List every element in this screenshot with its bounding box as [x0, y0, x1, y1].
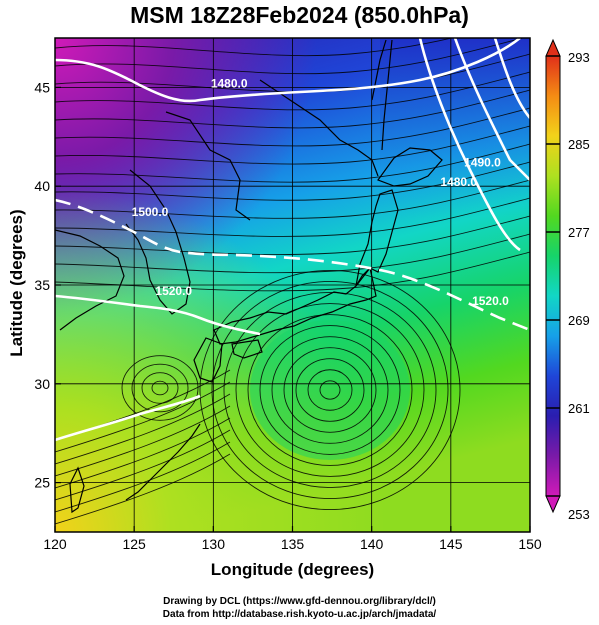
y-tick-label: 25	[34, 475, 50, 491]
streamline	[55, 429, 231, 501]
streamline	[55, 381, 231, 453]
streamline	[55, 71, 530, 111]
streamline	[199, 269, 461, 511]
streamline	[283, 347, 377, 433]
colorbar-tick-label: 293	[568, 50, 590, 65]
x-axis-label: Longitude (degrees)	[210, 560, 375, 579]
streamline	[319, 380, 341, 400]
colorbar: 253 261 269 277 285 293	[545, 38, 590, 522]
y-tick-label: 30	[34, 376, 50, 392]
x-ticks: 120 125 130 135 140 145 150	[43, 526, 542, 552]
streamline	[295, 358, 365, 422]
streamline	[247, 314, 413, 466]
coastlines	[55, 39, 443, 514]
streamline	[55, 161, 530, 201]
contour-label: 1480.0	[440, 175, 477, 189]
streamline	[55, 89, 530, 129]
streamline	[121, 355, 199, 421]
streamline	[131, 363, 189, 413]
streamline	[307, 369, 353, 411]
credit-data-source: Data from http://database.rish.kyoto-u.a…	[162, 609, 437, 620]
streamline	[55, 453, 231, 525]
contour-label: 1480.0	[211, 76, 248, 90]
temperature-field: 1480.0 1480.0 1490.0 1500.0 1520.0 1520.0	[55, 38, 530, 532]
y-tick-label: 35	[34, 277, 50, 293]
streamline	[55, 417, 231, 489]
streamline	[55, 215, 530, 256]
map-title: MSM 18Z28Feb2024 (850.0hPa)	[130, 2, 469, 28]
streamline	[55, 125, 530, 165]
streamline	[223, 292, 437, 488]
colorbar-tick-label: 285	[568, 137, 590, 152]
streamline	[151, 380, 169, 396]
streamline	[55, 38, 525, 75]
contour-label: 1520.0	[155, 284, 192, 298]
contour-label: 1490.0	[464, 155, 501, 169]
colorbar-tick-label: 261	[568, 401, 590, 416]
streamline	[235, 303, 425, 477]
x-tick-label: 150	[518, 536, 542, 552]
streamline	[141, 372, 179, 404]
streamline	[55, 393, 231, 465]
x-tick-label: 145	[439, 536, 463, 552]
streamline	[55, 441, 231, 513]
streamline	[55, 251, 530, 292]
streamline	[259, 325, 401, 455]
streamline	[55, 197, 530, 237]
y-tick-label: 45	[34, 79, 50, 95]
contour-labels: 1480.0 1480.0 1490.0 1500.0 1520.0 1520.0	[132, 76, 509, 307]
y-axis-label: Latitude (degrees)	[7, 209, 26, 357]
colorbar-tick-label: 277	[568, 225, 590, 240]
x-tick-label: 130	[202, 536, 226, 552]
x-tick-label: 125	[122, 536, 146, 552]
colorbar-tick-label: 253	[568, 507, 590, 522]
grid-lines	[55, 38, 530, 532]
credit-drawing: Drawing by DCL (https://www.gfd-dennou.o…	[163, 596, 436, 607]
x-tick-label: 135	[281, 536, 305, 552]
y-ticks: 25 30 35 40 45	[34, 79, 61, 491]
contour-label: 1500.0	[132, 205, 169, 219]
x-tick-label: 120	[43, 536, 67, 552]
streamline	[55, 107, 530, 147]
height-contours	[55, 38, 530, 442]
streamline	[211, 280, 449, 500]
x-tick-label: 140	[360, 536, 384, 552]
colorbar-tick-label: 269	[568, 313, 590, 328]
y-tick-label: 40	[34, 178, 50, 194]
streamline	[55, 38, 454, 57]
streamline	[271, 336, 389, 444]
contour-label: 1520.0	[472, 294, 509, 308]
streamline	[55, 143, 530, 183]
streamline	[55, 179, 530, 219]
streamline	[55, 233, 530, 274]
